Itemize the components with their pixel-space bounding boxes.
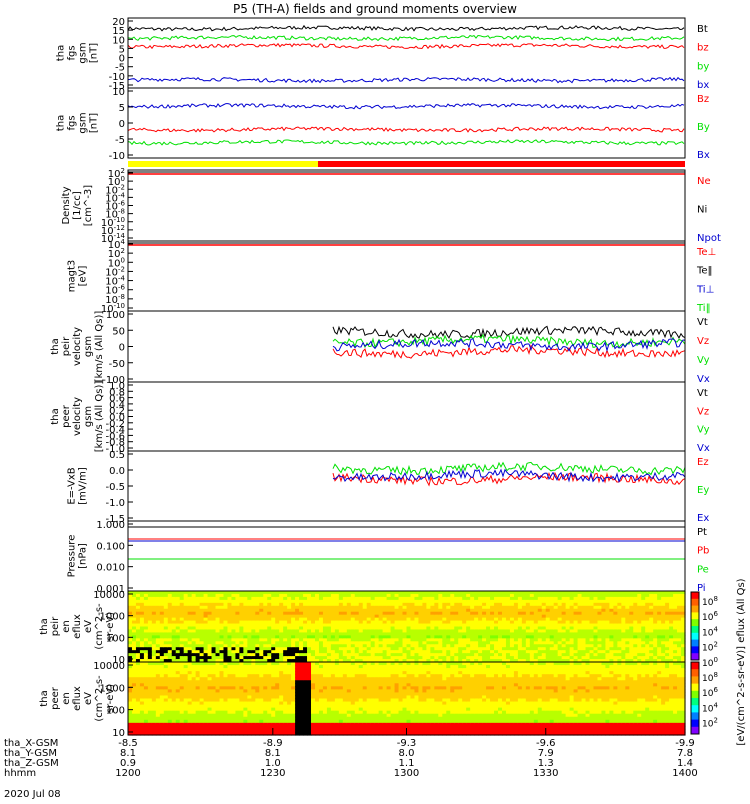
y-tick-label: 0.0 [109,466,125,477]
legend-entry: Te⊥ [696,247,716,258]
legend-entry: Vz [697,336,709,347]
panel-10: 10000100010010thapeerenefluxeV(cm^2-s-sr… [39,661,686,739]
legend-entry: Pb [697,546,709,557]
legend-entry: Ez [697,457,709,468]
y-axis-label: Density[1/cc][cm^-3] [61,185,94,226]
y-tick-label: 10 [112,87,125,98]
legend-entry: Npot [697,233,721,244]
panel-3: 10210010-210-410-610-810-1010-1210-14Den… [61,167,721,245]
legend-entry: Ey [697,485,709,496]
y-tick-label: -10 [109,151,125,162]
y-tick-label: 10000 [93,590,125,601]
legend-entry: Vx [697,443,710,454]
series-line-bz [128,44,684,49]
legend-entry: Te‖ [696,266,713,277]
y-tick-label: 1.000 [96,520,125,531]
series-line-By [128,140,684,145]
y-tick-label: 50 [112,326,125,337]
legend-entry: Ni [697,205,707,216]
y-tick-label: 5 [119,103,125,114]
status-bar-yellow [128,161,318,167]
y-axis-label: thafgsgsm[nT] [56,112,100,133]
legend-entry: by [697,61,709,72]
legend-entry: Bx [697,150,710,161]
panels: 20151050-5-10-15thafgsgsm[nT]Btbzbybx105… [39,17,747,746]
panel-2: 10 5 0 -5 -10 thafgsgsm[nT] Bz By Bx [56,87,710,162]
legend-entry: Pe [697,564,709,575]
legend-entry: Ex [697,513,709,524]
series-line-Bz [128,127,684,132]
panel-frame [128,521,685,591]
legend-entry: Ne [697,176,711,187]
y-axis-label: thapeirenefluxeV(cm^2-s-sr-eV) [39,603,116,650]
y-axis-label: thapeervelocitygsm[km/s (All Qs)] [50,381,105,453]
y-tick-label: -50 [109,359,125,370]
y-tick-label: 0.010 [96,563,125,574]
y-tick-label: -5 [115,135,125,146]
y-tick-label: -0.5 [105,482,125,493]
y-tick-label: 0.100 [96,541,125,552]
status-bar-red [318,161,685,167]
panel-8: 1.0000.1000.0100.001Pressure[nPa]PtPbPeP… [67,520,710,595]
panel-frame [128,451,685,521]
legend-entry: Vz [697,406,709,417]
legend-entry: Pt [697,527,707,538]
legend-entry: Vy [697,425,710,436]
legend-entry: Ti⊥ [696,284,714,295]
legend-entry: Ti‖ [696,303,711,314]
panel-frame [128,382,685,451]
panel-9: 10000100010010thapeirenefluxeV(cm^2-s-sr… [39,590,686,666]
y-axis-label: thapeirvelocitygsm[km/s (All Qs)] [50,311,105,383]
panel-frame [128,170,685,241]
panel-6: 1.00.80.60.40.20.0-0.2-0.4-0.6-0.8-1.0th… [50,381,710,455]
series-line-Bx [128,104,684,109]
series-line-Bt [128,26,684,31]
y-axis-label: E=-VxB[mV/m] [67,467,89,505]
y-axis-label: Pressure[nPa] [67,535,89,578]
legend-entry: Bt [697,24,708,35]
panel-4: 10410210010-210-410-610-810-10magt3[eV]T… [67,238,717,315]
y-axis-label: thafgsgsm[nT] [56,42,100,63]
y-tick-label: 0 [119,343,125,354]
legend-entry: Vt [697,388,708,399]
legend-entry: Vy [697,355,710,366]
y-tick-label: 0 [119,119,125,130]
legend-entry: Vt [697,317,708,328]
y-tick-label: -1.0 [105,498,125,509]
y-tick-label: 0.5 [109,450,125,461]
series-line-bx [128,78,684,83]
legend-entry: bx [697,80,709,91]
panel-frame [128,88,685,158]
legend-entry: By [697,122,710,133]
chart-title: P5 (TH-A) fields and ground moments over… [233,2,517,16]
legend-entry: Vx [697,374,710,385]
y-tick-label: 100 [106,310,125,321]
panel-frame [128,241,685,311]
y-axis-label: magt3[eV] [67,260,89,293]
series-line-Ey [333,462,685,474]
series-line-by [128,36,684,41]
legend-entry: Bz [697,94,709,105]
legend-entry: bz [697,43,709,54]
